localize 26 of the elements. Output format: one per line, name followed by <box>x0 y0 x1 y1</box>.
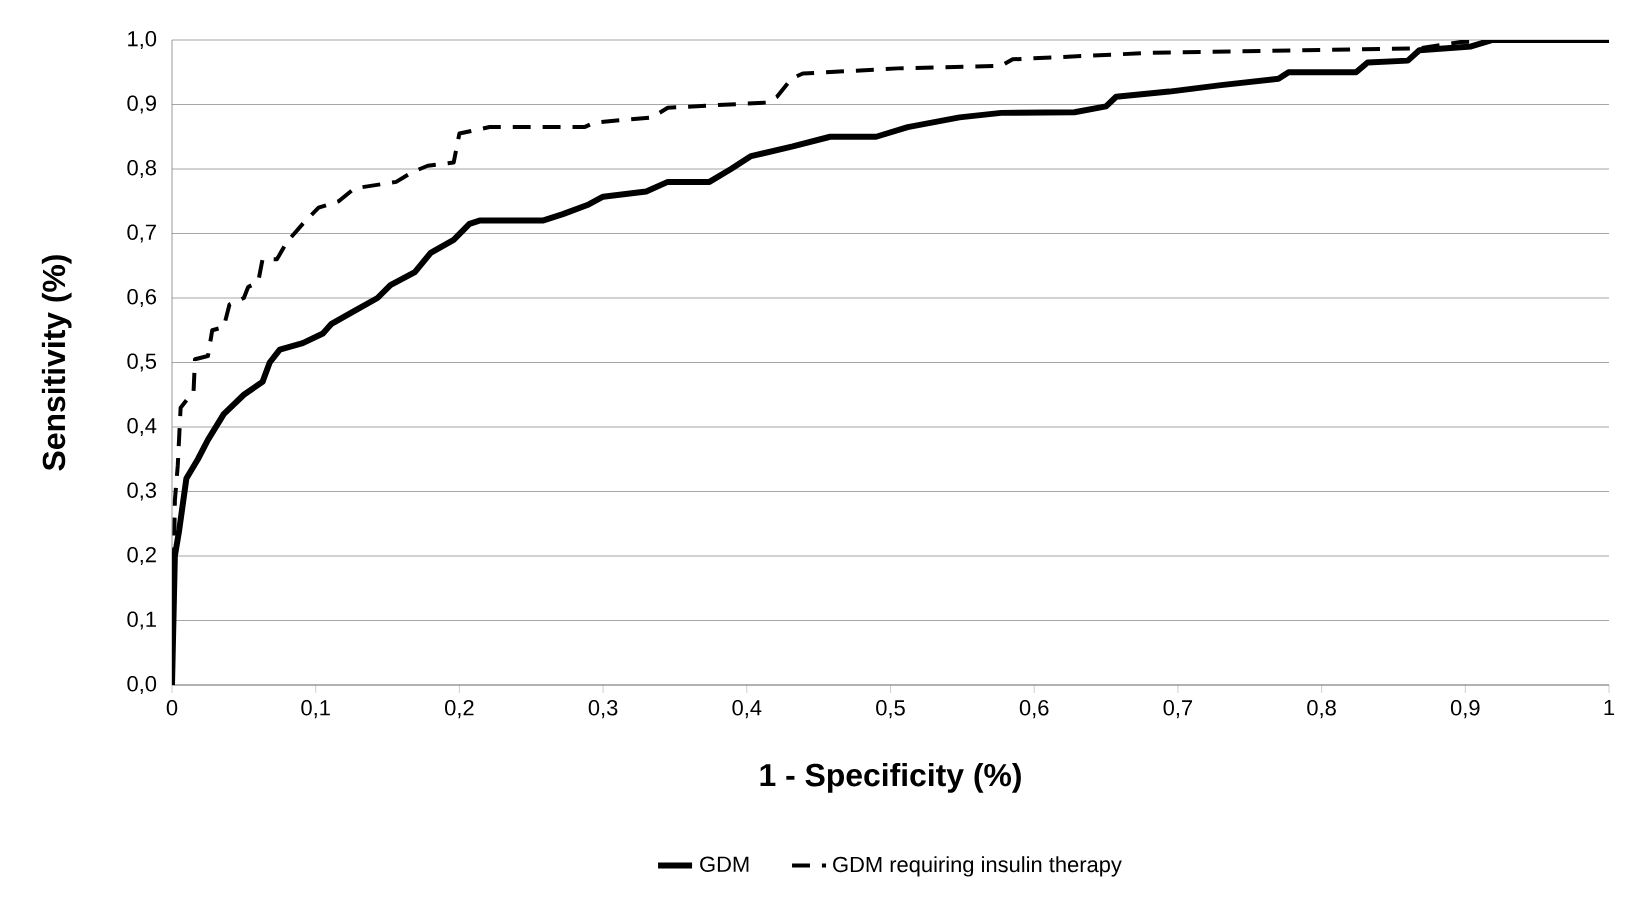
legend-label: GDM requiring insulin therapy <box>833 856 1122 877</box>
y-tick-label: 0,1 <box>127 611 156 630</box>
y-tick-label: 0,0 <box>127 675 157 695</box>
x-tick-label: 1 <box>1604 700 1615 716</box>
y-tick-label: 0,8 <box>127 159 157 179</box>
x-tick-label: 0,6 <box>1019 700 1049 719</box>
y-tick-label: 0,3 <box>127 482 157 501</box>
x-axis-title: 1 - Specificity (%) <box>760 763 1021 793</box>
x-tick-label: 0,2 <box>445 700 474 719</box>
y-tick-label: 0,6 <box>127 288 157 308</box>
x-tick-label: 0,7 <box>1163 700 1193 719</box>
legend-label: GDM <box>700 856 749 872</box>
y-tick-label: 0,9 <box>127 95 156 114</box>
x-tick-label: 0,5 <box>876 700 905 719</box>
y-tick-label: 0,2 <box>127 546 156 566</box>
y-axis-title: Sensitivity (%) <box>41 255 72 471</box>
x-tick-label: 0 <box>166 700 178 716</box>
x-tick-label: 0,3 <box>588 700 618 719</box>
y-tick-label: 0,4 <box>127 417 157 437</box>
x-tick-label: 0,1 <box>301 700 330 719</box>
x-tick-label: 0,4 <box>732 700 762 719</box>
x-tick-label: 0,9 <box>1450 700 1480 719</box>
x-tick-label: 0,8 <box>1307 700 1336 719</box>
y-tick-label: 1,0 <box>128 30 157 50</box>
y-tick-label: 0,5 <box>127 353 157 372</box>
y-tick-label: 0,7 <box>127 224 156 243</box>
